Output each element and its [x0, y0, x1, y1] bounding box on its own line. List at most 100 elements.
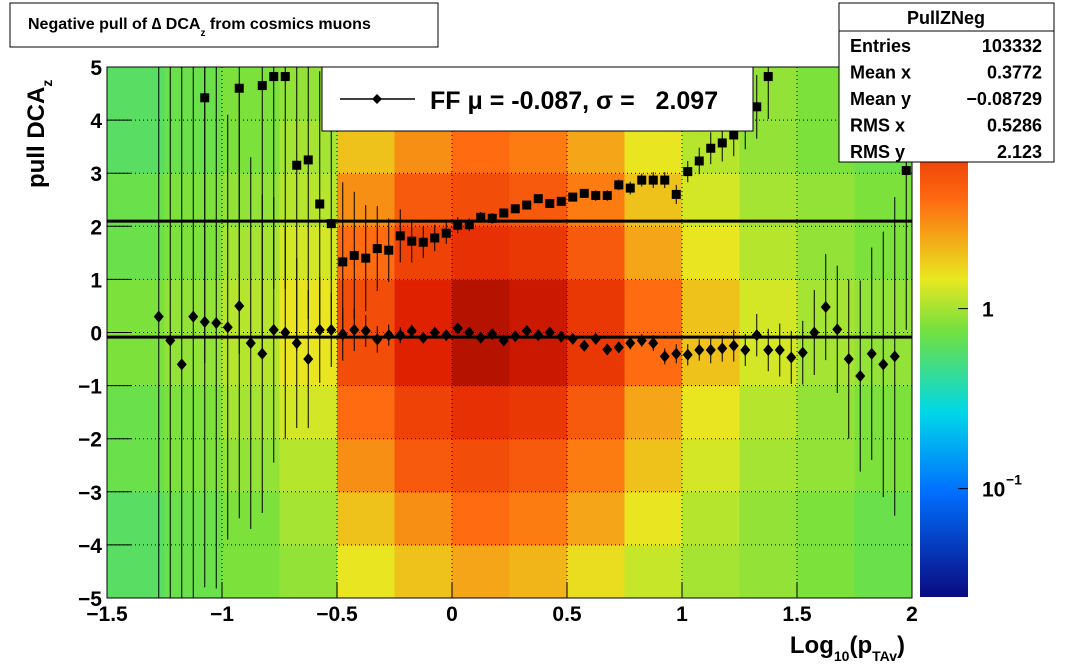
stats-value: 2.123 — [997, 142, 1042, 162]
square-marker — [487, 213, 497, 223]
diamond-marker — [303, 353, 314, 366]
x-tick-label: −1.5 — [86, 603, 128, 626]
diamond-marker — [820, 301, 831, 314]
heat-cell — [739, 279, 798, 333]
heat-cell — [797, 173, 855, 227]
square-marker — [292, 160, 302, 170]
title-box — [9, 2, 439, 48]
heat-cell — [222, 544, 280, 598]
diamond-marker — [659, 350, 670, 363]
heat-cell — [624, 385, 683, 440]
diamond-marker — [613, 341, 624, 354]
diamond-marker — [797, 346, 808, 359]
y-tick-label: −5 — [78, 588, 102, 611]
x-title-part: (p — [849, 632, 872, 659]
diamond-marker — [487, 328, 498, 341]
diamond-marker — [165, 334, 176, 347]
heat-cell — [567, 491, 625, 546]
diamond-marker — [694, 344, 705, 357]
square-marker — [430, 233, 440, 243]
heat-cell — [452, 226, 510, 280]
heat-cell — [509, 279, 568, 333]
diamond-marker — [832, 323, 843, 336]
heat-cell — [682, 226, 740, 280]
heat-cell — [739, 544, 798, 598]
diamond-marker — [188, 310, 199, 323]
heat-cell — [624, 491, 683, 546]
heat-cell — [682, 279, 740, 333]
diamond-marker — [498, 334, 509, 347]
heat-cell — [624, 438, 683, 493]
diamond-marker — [866, 347, 877, 360]
stats-value: 0.5286 — [987, 116, 1042, 136]
heat-cell — [279, 438, 338, 493]
diamond-marker — [521, 324, 532, 337]
diamond-marker — [889, 350, 900, 363]
y-tick-label: 3 — [90, 163, 102, 186]
square-marker — [326, 219, 336, 229]
stats-box: PullZNeg Entries 103332 Mean x 0.3772 Mean y… — [838, 2, 1055, 163]
heat-cell — [797, 491, 855, 546]
heat-cell — [797, 438, 855, 493]
heat-cell — [567, 544, 625, 598]
stats-label: RMS x — [850, 116, 905, 136]
x-title-part: ) — [897, 632, 905, 659]
square-marker — [625, 183, 635, 193]
square-marker — [729, 130, 739, 140]
heat-cell — [394, 544, 453, 598]
square-marker — [683, 167, 693, 177]
diamond-marker — [809, 326, 820, 339]
square-marker — [395, 231, 405, 241]
y-axis-title: pull DCAz — [23, 80, 55, 188]
square-marker — [338, 257, 348, 267]
heat-cell — [624, 544, 683, 598]
heat-cell — [107, 173, 165, 227]
x-tick-label: 0.5 — [552, 603, 582, 626]
diamond-marker — [544, 326, 555, 339]
heat-cell — [107, 226, 165, 280]
diamond-marker — [475, 331, 486, 344]
diamond-marker — [740, 344, 751, 357]
square-marker — [660, 175, 670, 185]
diamond-marker — [705, 344, 716, 357]
y-tick-label: 5 — [90, 57, 102, 80]
diamond-marker — [441, 329, 452, 342]
title-sub: z — [200, 28, 205, 39]
square-marker — [441, 228, 451, 238]
square-marker — [510, 204, 520, 214]
square-marker — [234, 83, 244, 93]
heat-cell — [107, 67, 165, 121]
x-tick-label: 0 — [446, 603, 458, 626]
title-text: Negative pull of ∆ DCA — [28, 16, 201, 33]
square-marker — [372, 244, 382, 254]
x-tick-label: −1 — [210, 603, 234, 626]
diamond-marker — [222, 321, 233, 334]
heat-cell — [567, 279, 625, 333]
square-marker — [614, 180, 624, 190]
x-title-sub: TAv — [872, 648, 897, 664]
heat-cell — [682, 544, 740, 598]
x-tick-label: 1 — [676, 603, 688, 626]
diamond-marker — [395, 329, 406, 342]
heat-cell — [624, 226, 683, 280]
diamond-marker — [418, 331, 429, 344]
diamond-marker — [406, 324, 417, 337]
square-marker — [453, 220, 463, 230]
diamond-marker — [556, 330, 567, 343]
stats-title: PullZNeg — [907, 8, 985, 28]
diamond-marker — [843, 353, 854, 366]
diamond-marker — [452, 322, 463, 335]
x-tick-label: 2 — [906, 603, 918, 626]
legend-marker — [372, 94, 382, 104]
square-marker — [269, 72, 279, 82]
diamond-marker — [429, 326, 440, 339]
square-marker — [303, 155, 313, 165]
square-marker — [476, 212, 486, 222]
diamond-marker — [774, 344, 785, 357]
heat-cell — [337, 438, 395, 493]
heat-cell — [509, 385, 568, 440]
square-marker — [556, 196, 566, 206]
square-marker — [637, 175, 647, 185]
